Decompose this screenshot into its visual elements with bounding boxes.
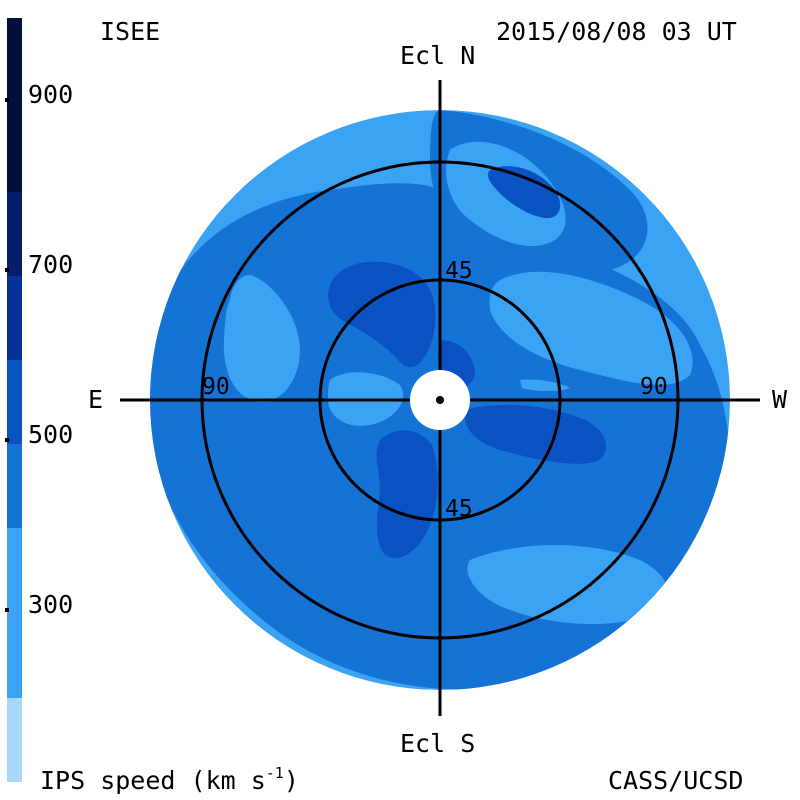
colorbar-segment-400-500: [7, 444, 22, 528]
speed-disk: [150, 110, 730, 690]
speed-region-high-n: [487, 166, 561, 219]
ring-label-45-top: 45: [445, 258, 473, 284]
units-suffix: ): [284, 766, 299, 795]
compass-west: W: [772, 385, 788, 414]
colorbar-segment-800-1000: [7, 18, 22, 192]
org-label: ISEE: [100, 17, 160, 46]
speed-region-high-e: [464, 404, 607, 464]
compass-south: Ecl S: [400, 729, 475, 758]
colorbar-tick-900: 900: [28, 80, 73, 109]
units-prefix: IPS speed (km s: [40, 766, 266, 795]
datetime-label: 2015/08/08 03 UT: [496, 17, 737, 46]
speed-region-low-accent-e: [520, 379, 570, 391]
compass-north: Ecl N: [400, 41, 475, 70]
units-exponent: -1: [266, 764, 284, 782]
colorbar-tick-mark: [5, 608, 9, 612]
ring-label-45-bottom: 45: [445, 496, 473, 522]
colorbar-tick-500: 500: [28, 420, 73, 449]
speed-region-low-lower: [467, 545, 669, 625]
colorbar-segment-600-700: [7, 276, 22, 360]
speed-region-high-nw: [328, 261, 436, 368]
colorbar-tick-mark: [5, 268, 9, 272]
speed-region-high-sw: [376, 430, 438, 559]
speed-region-low-left: [223, 286, 295, 401]
colorbar: 900 700 500 300: [5, 18, 73, 782]
colorbar-segment-700-800: [7, 192, 22, 276]
colorbar-tick-mark: [5, 98, 9, 102]
credit-label: CASS/UCSD: [608, 766, 743, 795]
compass-east: E: [88, 385, 103, 414]
ring-label-90-left: 90: [202, 374, 230, 400]
speed-region-low-accent-ne: [540, 293, 587, 330]
colorbar-segment-300-400: [7, 528, 22, 698]
colorbar-tick-300: 300: [28, 590, 73, 619]
colorbar-segment-200-300: [7, 698, 22, 782]
units-label: IPS speed (km s-1): [40, 764, 299, 795]
sun-center-dot: [436, 396, 444, 404]
colorbar-tick-mark: [5, 438, 9, 442]
ring-label-90-right: 90: [640, 374, 668, 400]
colorbar-segment-500-600: [7, 360, 22, 444]
colorbar-tick-700: 700: [28, 250, 73, 279]
